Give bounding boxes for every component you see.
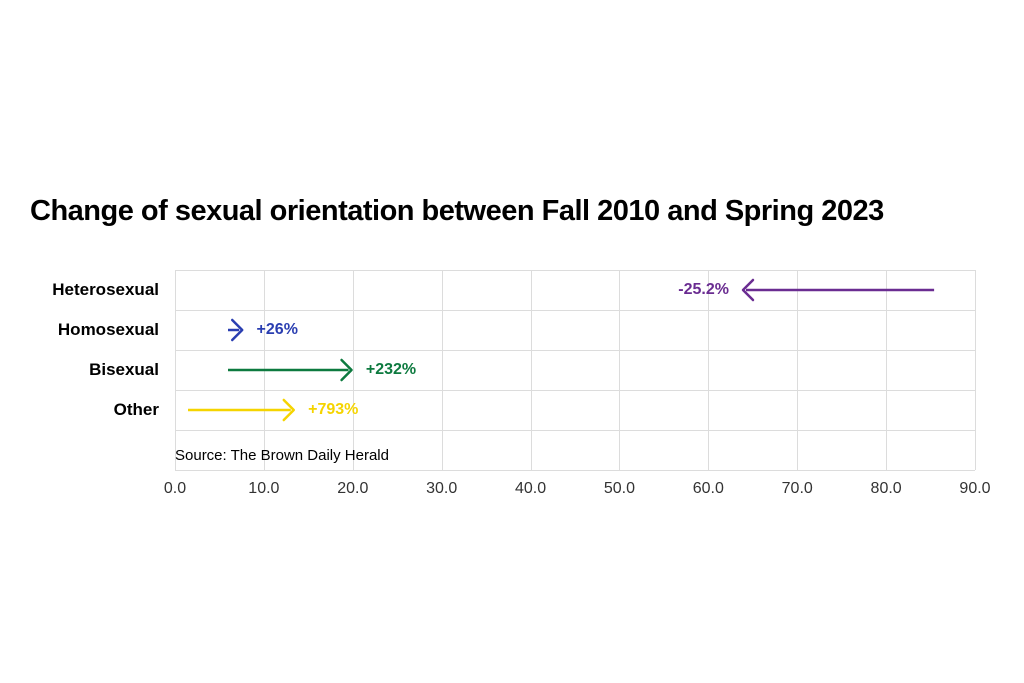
category-label: Bisexual (89, 360, 175, 380)
gridline-vertical (531, 270, 532, 470)
category-label: Other (114, 400, 175, 420)
gridline-vertical (442, 270, 443, 470)
gridline-vertical (975, 270, 976, 470)
value-label: +232% (366, 361, 416, 379)
x-tick-label: 0.0 (164, 470, 186, 498)
value-label: +26% (257, 321, 298, 339)
x-tick-label: 10.0 (248, 470, 279, 498)
x-tick-label: 90.0 (959, 470, 990, 498)
value-label: -25.2% (678, 281, 729, 299)
category-label: Heterosexual (52, 280, 175, 300)
gridline-vertical (708, 270, 709, 470)
x-tick-label: 60.0 (693, 470, 724, 498)
gridline-horizontal (175, 390, 975, 391)
gridline-horizontal (175, 350, 975, 351)
gridline-horizontal (175, 430, 975, 431)
gridline-horizontal (175, 310, 975, 311)
x-tick-label: 20.0 (337, 470, 368, 498)
x-tick-label: 30.0 (426, 470, 457, 498)
gridline-horizontal (175, 270, 975, 271)
gridline-vertical (175, 270, 176, 470)
chart-title: Change of sexual orientation between Fal… (30, 195, 990, 228)
x-tick-label: 50.0 (604, 470, 635, 498)
gridline-vertical (619, 270, 620, 470)
value-label: +793% (308, 401, 358, 419)
x-tick-label: 80.0 (871, 470, 902, 498)
x-tick-label: 40.0 (515, 470, 546, 498)
plot-area: 0.010.020.030.040.050.060.070.080.090.0 … (175, 270, 975, 470)
source-text: Source: The Brown Daily Herald (175, 447, 389, 464)
x-axis-line (175, 470, 975, 471)
chart-container: Change of sexual orientation between Fal… (30, 195, 990, 470)
category-label: Homosexual (58, 320, 175, 340)
x-tick-label: 70.0 (782, 470, 813, 498)
